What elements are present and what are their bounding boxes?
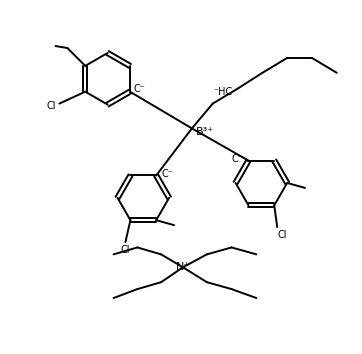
Text: Cl: Cl	[47, 101, 56, 110]
Text: C⁻: C⁻	[161, 169, 173, 178]
Text: Cl: Cl	[277, 230, 287, 240]
Text: ⁻HC: ⁻HC	[214, 87, 233, 97]
Text: Cl: Cl	[121, 245, 130, 255]
Text: B³⁺: B³⁺	[196, 127, 214, 137]
Text: C⁻: C⁻	[232, 154, 244, 164]
Text: N⁺: N⁺	[176, 262, 190, 272]
Text: C⁻: C⁻	[134, 84, 146, 94]
